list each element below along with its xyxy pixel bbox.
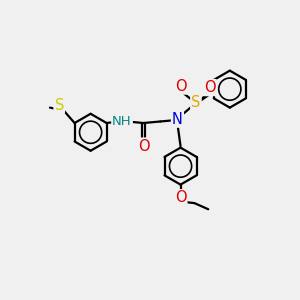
Text: H: H	[118, 114, 128, 127]
Text: O: O	[176, 79, 187, 94]
Text: N: N	[115, 114, 125, 128]
Text: N: N	[172, 112, 183, 127]
Text: S: S	[191, 95, 201, 110]
Text: S: S	[55, 98, 64, 113]
Text: O: O	[204, 80, 216, 95]
Text: O: O	[138, 139, 149, 154]
Text: NH: NH	[112, 115, 132, 128]
Text: O: O	[175, 190, 186, 205]
